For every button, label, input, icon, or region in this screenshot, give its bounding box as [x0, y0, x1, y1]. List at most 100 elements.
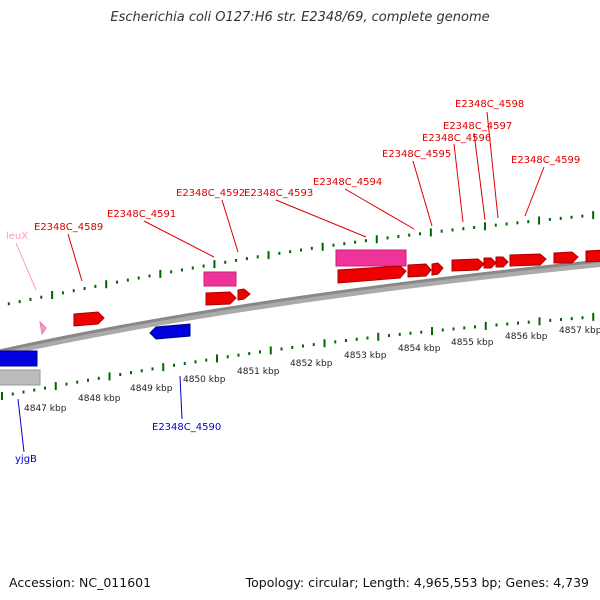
reverse-tick-major	[377, 332, 380, 341]
leader-line-yjgB	[17, 398, 25, 453]
forward-tick-minor	[202, 264, 205, 268]
reverse-tick-major	[269, 346, 272, 355]
reverse-tick-minor	[87, 378, 89, 382]
reverse-tick-minor	[173, 363, 175, 367]
gene-label-4590[interactable]: E2348C_4590	[152, 422, 221, 433]
reverse-tick-minor	[291, 345, 294, 349]
forward-tick-minor	[61, 291, 64, 295]
gene-arrow-4589[interactable]	[73, 311, 105, 327]
gene-label-4595[interactable]: E2348C_4595	[382, 149, 451, 160]
reverse-tick-minor	[474, 325, 476, 329]
forward-tick-major	[321, 242, 324, 251]
forward-tick-minor	[494, 223, 497, 227]
gene-label-4594[interactable]: E2348C_4594	[313, 177, 382, 188]
rna-feature-4592[interactable]	[203, 271, 237, 287]
reverse-tick-major	[592, 312, 595, 321]
leader-line-4598	[486, 111, 499, 219]
gene-arrow-4593[interactable]	[237, 288, 251, 301]
gene-label-4597[interactable]: E2348C_4597	[443, 121, 512, 132]
forward-tick-minor	[408, 233, 411, 237]
reverse-tick-minor	[441, 328, 444, 332]
reverse-tick-minor	[33, 388, 36, 392]
forward-tick-major	[159, 269, 162, 278]
gene-arrow-4590[interactable]	[149, 323, 191, 340]
leader-line-4593	[275, 199, 367, 238]
forward-tick-minor	[516, 221, 519, 225]
forward-tick-minor	[386, 236, 389, 240]
kbp-label-4848: 4848 kbp	[78, 394, 121, 404]
reverse-tick-minor	[237, 353, 240, 357]
forward-tick-minor	[419, 232, 422, 236]
forward-tick-major	[538, 216, 541, 225]
leader-line-4596	[453, 143, 464, 223]
gene-arrow-4599[interactable]	[509, 253, 547, 267]
forward-tick-minor	[148, 274, 151, 278]
gene-label-4599[interactable]: E2348C_4599	[511, 155, 580, 166]
gene-arrow-4600[interactable]	[553, 251, 579, 264]
forward-tick-minor	[7, 302, 10, 306]
gene-arrow-4592[interactable]	[205, 291, 237, 306]
reverse-tick-minor	[76, 380, 79, 384]
forward-tick-major	[267, 251, 270, 260]
forward-tick-minor	[343, 242, 346, 246]
forward-tick-minor	[72, 289, 75, 293]
kbp-label-4850: 4850 kbp	[183, 375, 226, 385]
forward-tick-minor	[300, 248, 302, 252]
leader-line-4592	[221, 199, 239, 253]
reverse-tick-major	[162, 363, 165, 372]
reverse-tick-minor	[549, 318, 552, 322]
forward-tick-minor	[548, 217, 551, 221]
gene-arrow-4601[interactable]	[585, 249, 600, 263]
reverse-tick-minor	[119, 372, 122, 376]
forward-tick-minor	[473, 225, 476, 229]
rna-feature-4594[interactable]	[335, 249, 407, 267]
reverse-tick-minor	[452, 327, 455, 331]
trna-marker-leuX[interactable]	[39, 320, 47, 336]
pseudo-gene-block[interactable]	[0, 369, 41, 386]
gene-arrow-4596[interactable]	[431, 262, 444, 276]
reverse-tick-minor	[280, 347, 283, 351]
gene-arrow-4597[interactable]	[451, 258, 485, 272]
forward-tick-minor	[332, 243, 335, 247]
gene-label-4593[interactable]: E2348C_4593	[244, 188, 313, 199]
gene-label-leuX[interactable]: leuX	[6, 231, 28, 242]
gene-arrow-4598b[interactable]	[495, 256, 509, 268]
gene-label-yjgB[interactable]: yjgB	[15, 454, 37, 465]
forward-tick-minor	[354, 240, 357, 244]
forward-tick-minor	[505, 222, 508, 226]
reverse-tick-minor	[409, 331, 412, 335]
kbp-label-4855: 4855 kbp	[451, 338, 494, 348]
forward-tick-minor	[440, 229, 443, 233]
reverse-tick-major	[216, 354, 218, 363]
forward-tick-major	[105, 280, 108, 289]
reverse-tick-minor	[334, 340, 337, 344]
forward-tick-major	[213, 260, 216, 269]
leader-line-4597	[473, 132, 486, 221]
gene-label-4596[interactable]: E2348C_4596	[422, 133, 491, 144]
gene-arrow-4594[interactable]	[337, 265, 407, 284]
gene-label-4598[interactable]: E2348C_4598	[455, 99, 524, 110]
gene-arrow-4595[interactable]	[407, 263, 432, 278]
reverse-tick-minor	[226, 355, 229, 359]
leader-line-4590	[179, 375, 183, 420]
forward-tick-track	[7, 211, 595, 306]
forward-tick-minor	[235, 258, 238, 262]
forward-tick-minor	[256, 255, 259, 259]
forward-tick-minor	[451, 228, 454, 232]
gene-block-yjgB[interactable]	[0, 350, 38, 367]
accession-text: Accession: NC_011601	[9, 575, 152, 590]
gene-label-4592[interactable]: E2348C_4592	[176, 188, 245, 199]
gene-label-4591[interactable]: E2348C_4591	[107, 209, 176, 220]
reverse-tick-minor	[345, 339, 347, 343]
reverse-tick-minor	[130, 371, 132, 375]
forward-tick-minor	[289, 250, 292, 254]
gene-arrow-4598a[interactable]	[483, 257, 497, 269]
gene-label-4589[interactable]: E2348C_4589	[34, 222, 103, 233]
forward-tick-minor	[559, 216, 562, 220]
reverse-tick-minor	[183, 362, 186, 366]
kbp-label-4854: 4854 kbp	[398, 344, 441, 354]
reverse-tick-minor	[366, 336, 369, 340]
reverse-tick-minor	[194, 360, 197, 364]
forward-tick-major	[429, 228, 432, 237]
